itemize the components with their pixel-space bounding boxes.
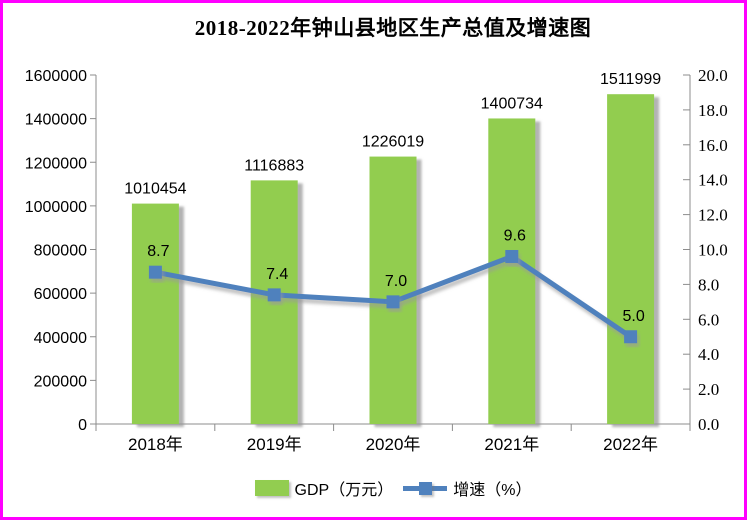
svg-text:1116883: 1116883 bbox=[244, 157, 304, 174]
svg-text:2022年: 2022年 bbox=[603, 435, 658, 454]
growth-legend-marker-icon bbox=[419, 482, 433, 495]
svg-text:1010454: 1010454 bbox=[124, 181, 186, 198]
gdp-legend-swatch-icon bbox=[254, 480, 289, 496]
svg-text:14.0: 14.0 bbox=[698, 171, 728, 190]
svg-text:2018年: 2018年 bbox=[128, 435, 183, 454]
svg-text:2020年: 2020年 bbox=[366, 435, 421, 454]
svg-text:2.0: 2.0 bbox=[698, 380, 719, 399]
growth-line-series bbox=[148, 249, 638, 344]
svg-text:1226019: 1226019 bbox=[362, 134, 424, 151]
svg-text:7.4: 7.4 bbox=[266, 266, 288, 283]
svg-text:8.0: 8.0 bbox=[698, 275, 719, 294]
svg-text:8.7: 8.7 bbox=[147, 243, 169, 260]
svg-text:600000: 600000 bbox=[34, 286, 87, 303]
svg-text:9.6: 9.6 bbox=[504, 227, 526, 244]
svg-text:0: 0 bbox=[78, 417, 87, 434]
legend: GDP（万元） 增速（%） bbox=[96, 476, 690, 500]
svg-text:1400000: 1400000 bbox=[25, 112, 87, 129]
svg-text:10.0: 10.0 bbox=[698, 241, 728, 260]
svg-text:12.0: 12.0 bbox=[698, 206, 728, 225]
growth-legend-label: 增速（%） bbox=[453, 482, 532, 499]
svg-text:6.0: 6.0 bbox=[698, 310, 719, 329]
svg-text:2019年: 2019年 bbox=[247, 435, 302, 454]
axes: 0 200000 400000 600000 800000 1000000 1200000 1… bbox=[25, 66, 728, 454]
chart-title: 2018-2022年钟山县地区生产总值及增速图 bbox=[194, 16, 592, 40]
svg-text:4.0: 4.0 bbox=[698, 345, 719, 364]
svg-text:1200000: 1200000 bbox=[25, 155, 87, 172]
svg-text:800000: 800000 bbox=[34, 243, 87, 260]
svg-text:18.0: 18.0 bbox=[698, 101, 728, 120]
gdp-bar-series bbox=[131, 94, 655, 425]
growth-legend-swatch-icon bbox=[403, 480, 448, 496]
svg-text:0.0: 0.0 bbox=[698, 415, 719, 434]
svg-text:1400734: 1400734 bbox=[481, 95, 543, 112]
data-labels: 1010454 1116883 1226019 1400734 1511999 8.7 7.… bbox=[124, 71, 661, 325]
svg-text:200000: 200000 bbox=[34, 373, 87, 390]
svg-text:400000: 400000 bbox=[34, 330, 87, 347]
svg-text:2021年: 2021年 bbox=[484, 435, 539, 454]
svg-text:16.0: 16.0 bbox=[698, 136, 728, 155]
gdp-legend-label: GDP（万元） bbox=[294, 482, 394, 499]
svg-text:7.0: 7.0 bbox=[385, 273, 407, 290]
svg-text:1511999: 1511999 bbox=[600, 71, 661, 88]
svg-text:1000000: 1000000 bbox=[25, 199, 87, 216]
svg-text:20.0: 20.0 bbox=[698, 66, 728, 85]
svg-text:1600000: 1600000 bbox=[25, 68, 87, 85]
svg-text:5.0: 5.0 bbox=[622, 308, 644, 325]
